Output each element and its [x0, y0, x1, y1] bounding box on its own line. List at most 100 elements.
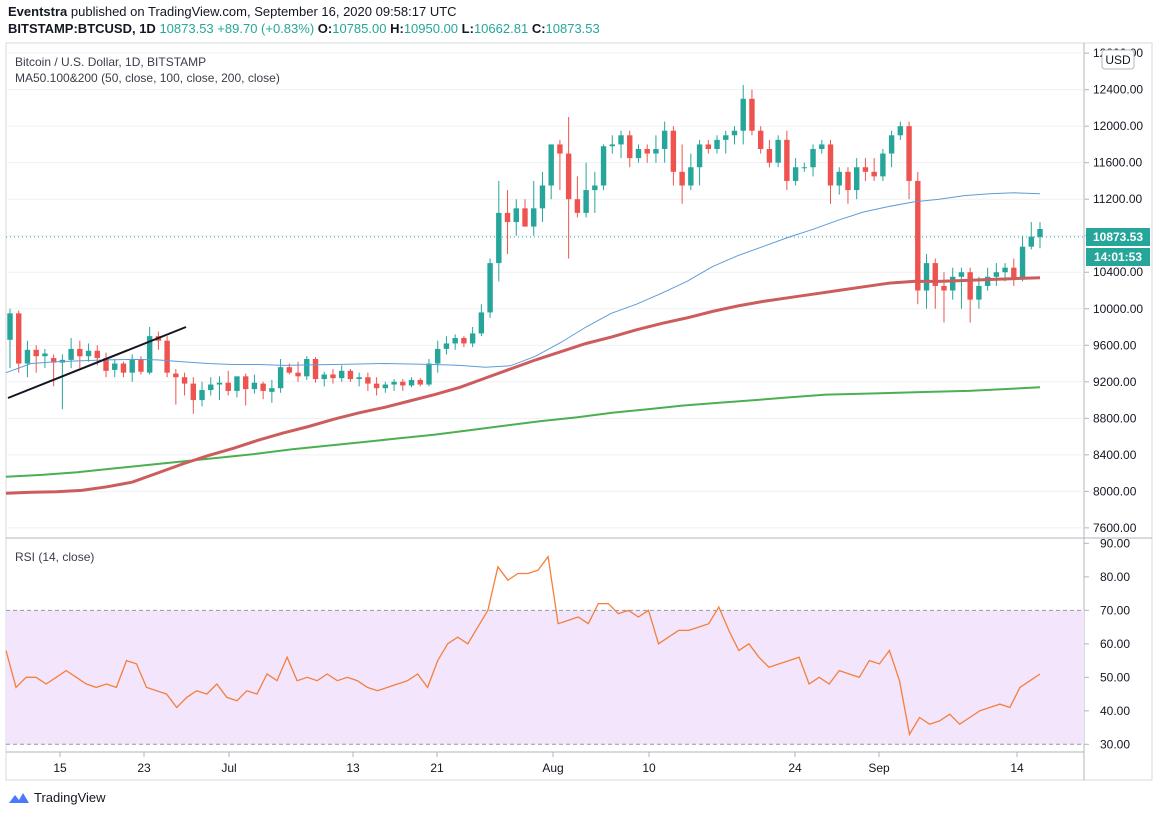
- candle-body: [888, 135, 895, 154]
- candle-body: [251, 382, 258, 390]
- candle-body: [1019, 246, 1026, 279]
- candle-body: [714, 139, 720, 149]
- candle-body: [976, 285, 982, 300]
- high-value: 10950.00: [403, 21, 459, 36]
- candle-body: [1028, 236, 1034, 247]
- candle-body: [443, 343, 450, 349]
- time-axis[interactable]: 15 23 Jul 13 21 Aug 10 24 Sep 14: [53, 752, 1024, 775]
- candle-body: [740, 98, 746, 131]
- price-change: +89.70 (+0.83%): [217, 21, 315, 36]
- candle-body: [24, 349, 31, 364]
- last-price-badge: [1086, 228, 1150, 246]
- candle-body: [338, 370, 345, 379]
- low-value: 10662.81: [473, 21, 529, 36]
- candle-body: [225, 382, 231, 391]
- currency-label: USD: [1105, 53, 1131, 67]
- candle-body: [77, 348, 83, 357]
- low-label: L:: [461, 21, 474, 36]
- candle-body: [627, 135, 633, 159]
- candle-body: [1002, 267, 1008, 273]
- candle-body: [531, 208, 537, 227]
- rsi-band-fill: [6, 610, 1084, 745]
- candle-body: [801, 167, 808, 169]
- candle-body: [871, 171, 877, 177]
- trendline-drawing[interactable]: [7, 326, 187, 399]
- time-tick-label: Sep: [868, 761, 890, 775]
- price-tick-label: 11600.00: [1093, 156, 1142, 170]
- candles: [7, 85, 1043, 414]
- time-tick-label: 10: [642, 761, 656, 775]
- candle-body: [513, 208, 519, 223]
- published-text: published on TradingView.com, September …: [70, 4, 457, 19]
- candle-body: [522, 208, 528, 227]
- candle-body: [845, 171, 851, 191]
- close-value: 10873.53: [545, 21, 600, 36]
- candle-body: [757, 130, 764, 149]
- candle-body: [906, 126, 912, 181]
- price-tick-label: 8800.00: [1093, 411, 1137, 425]
- candle-body: [539, 185, 546, 209]
- candle-body: [600, 146, 607, 186]
- candle-body: [7, 313, 13, 340]
- countdown-badge-text: 14:01:53: [1094, 250, 1142, 264]
- candle-body: [242, 376, 249, 390]
- candle-body: [836, 171, 842, 186]
- candle-body: [810, 148, 816, 168]
- candle-body: [260, 383, 266, 391]
- candle-body: [950, 276, 956, 291]
- candle-body: [146, 336, 153, 373]
- price-tick-label: 8400.00: [1093, 448, 1137, 462]
- candle-body: [592, 185, 598, 191]
- ma-legend: MA50.100&200 (50, close, 100, close, 200…: [15, 71, 280, 85]
- candle-body: [679, 171, 685, 186]
- candle-body: [723, 135, 729, 140]
- candle-body: [85, 350, 92, 357]
- time-tick-label: 15: [53, 761, 67, 775]
- candle-body: [417, 379, 423, 385]
- candle-body: [199, 390, 205, 401]
- candle-body: [993, 272, 1000, 277]
- candle-body: [853, 167, 860, 191]
- candle-body: [932, 263, 938, 286]
- price-tick-label: 9200.00: [1093, 375, 1137, 389]
- ma100-line: [5, 276, 1041, 495]
- price-axis[interactable]: 7600.00 8000.00 8400.00 8800.00 9200.00 9600.…: [1084, 46, 1143, 535]
- price-tick-label: 12400.00: [1093, 83, 1143, 97]
- currency-button[interactable]: [1101, 49, 1135, 70]
- candle-body: [173, 373, 179, 378]
- candle-body: [435, 348, 441, 364]
- candle-body: [1011, 267, 1017, 279]
- candle-body: [347, 370, 354, 380]
- candle-body: [426, 363, 432, 385]
- candle-body: [583, 190, 589, 213]
- candle-body: [208, 384, 214, 391]
- price-tick-label: 10400.00: [1093, 265, 1143, 279]
- candle-body: [766, 148, 773, 163]
- candle-body: [181, 377, 188, 384]
- time-tick-label: Aug: [542, 761, 563, 775]
- candle-body: [941, 285, 947, 291]
- ma50-line: [5, 192, 1041, 374]
- last-price: 10873.53: [159, 21, 214, 36]
- author-name: Eventstra: [8, 4, 68, 19]
- candle-body: [356, 377, 362, 380]
- candle-body: [984, 276, 991, 286]
- candle-body: [461, 337, 467, 344]
- candle-body: [923, 263, 930, 291]
- moving-averages: [5, 192, 1041, 495]
- grid: [6, 52, 1084, 529]
- open-label: O:: [317, 21, 333, 36]
- candle-body: [557, 144, 563, 154]
- rsi-line: [5, 555, 1041, 737]
- rsi-tick-label: 40.00: [1100, 704, 1130, 718]
- close-label: C:: [531, 21, 546, 36]
- candle-body: [792, 167, 799, 181]
- time-tick-label: 21: [430, 761, 444, 775]
- candle-body: [827, 144, 834, 186]
- candle-body: [862, 167, 869, 172]
- candle-body: [880, 153, 886, 177]
- candle-body: [618, 135, 624, 145]
- publish-info: Eventstra published on TradingView.com, …: [8, 4, 457, 19]
- rsi-tick-label: 70.00: [1100, 603, 1130, 617]
